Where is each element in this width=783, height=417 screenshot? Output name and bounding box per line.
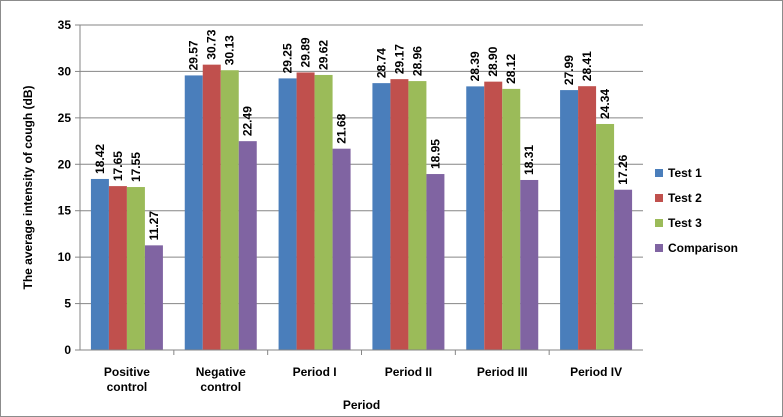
data-label: 29.89 [299, 37, 313, 67]
bar [596, 123, 615, 350]
bar [90, 178, 109, 350]
data-label: 28.39 [468, 51, 482, 81]
bar [408, 81, 427, 350]
y-tick-label: 5 [64, 297, 71, 311]
bar [238, 141, 257, 350]
y-tick-label: 0 [64, 343, 71, 357]
bar [296, 72, 315, 350]
data-label: 29.25 [281, 43, 295, 73]
x-tick-label: Period II [385, 365, 432, 379]
legend-label: Test 3 [668, 216, 702, 230]
bar [332, 148, 351, 350]
x-tick-label: Period I [293, 365, 337, 379]
y-tick-label: 20 [58, 157, 72, 171]
y-tick-label: 35 [58, 18, 72, 32]
data-label: 18.95 [428, 139, 442, 169]
data-label: 24.34 [598, 89, 612, 119]
legend-swatch [655, 219, 663, 227]
data-label: 28.74 [374, 48, 388, 78]
x-tick-label: control [200, 380, 241, 394]
x-axis-title: Period [343, 398, 380, 412]
axes [75, 24, 643, 355]
data-label: 29.17 [392, 44, 406, 74]
data-label: 18.42 [93, 144, 107, 174]
legend-swatch [655, 169, 663, 177]
bar [372, 83, 391, 350]
bar [484, 81, 503, 351]
bar [578, 86, 597, 350]
bar [314, 74, 333, 350]
data-label: 30.73 [205, 29, 219, 59]
x-tick-label: Positive [104, 365, 150, 379]
y-tick-label: 30 [58, 64, 72, 78]
legend-label: Test 1 [668, 166, 702, 180]
y-tick-label: 10 [58, 250, 72, 264]
data-label: 11.27 [147, 211, 161, 241]
data-label: 17.26 [616, 154, 630, 184]
bar [466, 86, 485, 350]
data-label: 29.62 [317, 40, 331, 70]
bar [278, 78, 297, 351]
data-label: 29.57 [187, 40, 201, 70]
bar [502, 88, 521, 350]
data-labels: 18.42 17.65 17.55 11.27 29.57 30.73 30.13 22.49… [93, 29, 630, 240]
bar [426, 174, 445, 350]
data-label: 28.12 [504, 54, 518, 84]
data-label: 18.31 [522, 145, 536, 175]
y-tick-label: 15 [58, 204, 72, 218]
bar [144, 245, 163, 350]
bar [126, 187, 145, 350]
y-axis-title: The average intensity of cough (dB) [21, 85, 35, 289]
bar [202, 64, 221, 351]
bar [614, 189, 633, 350]
data-label: 17.65 [111, 151, 125, 181]
x-tick-label: Period III [477, 365, 528, 379]
data-label: 21.68 [335, 113, 349, 143]
x-tick-label: Period IV [570, 365, 622, 379]
legend: Test 1 Test 2 Test 3 Comparison [655, 166, 738, 255]
tick-labels: 05101520253035PositivecontrolNegativecon… [58, 18, 622, 394]
legend-swatch [655, 194, 663, 202]
bar [220, 70, 239, 350]
x-tick-label: control [107, 380, 148, 394]
y-tick-label: 25 [58, 111, 72, 125]
data-label: 28.96 [410, 46, 424, 76]
data-label: 22.49 [241, 106, 255, 136]
bar [390, 79, 409, 350]
bars [90, 64, 633, 351]
gridlines [80, 24, 643, 305]
legend-label: Comparison [668, 241, 738, 255]
data-label: 28.90 [486, 46, 500, 76]
data-label: 27.99 [562, 55, 576, 85]
legend-label: Test 2 [668, 191, 702, 205]
data-label: 30.13 [223, 35, 237, 65]
data-label: 17.55 [129, 152, 143, 182]
bar [184, 75, 203, 351]
bar [520, 179, 539, 350]
legend-swatch [655, 244, 663, 252]
bar [108, 186, 127, 350]
data-label: 28.41 [580, 51, 594, 81]
x-tick-label: Negative [196, 365, 246, 379]
bar [560, 90, 579, 350]
